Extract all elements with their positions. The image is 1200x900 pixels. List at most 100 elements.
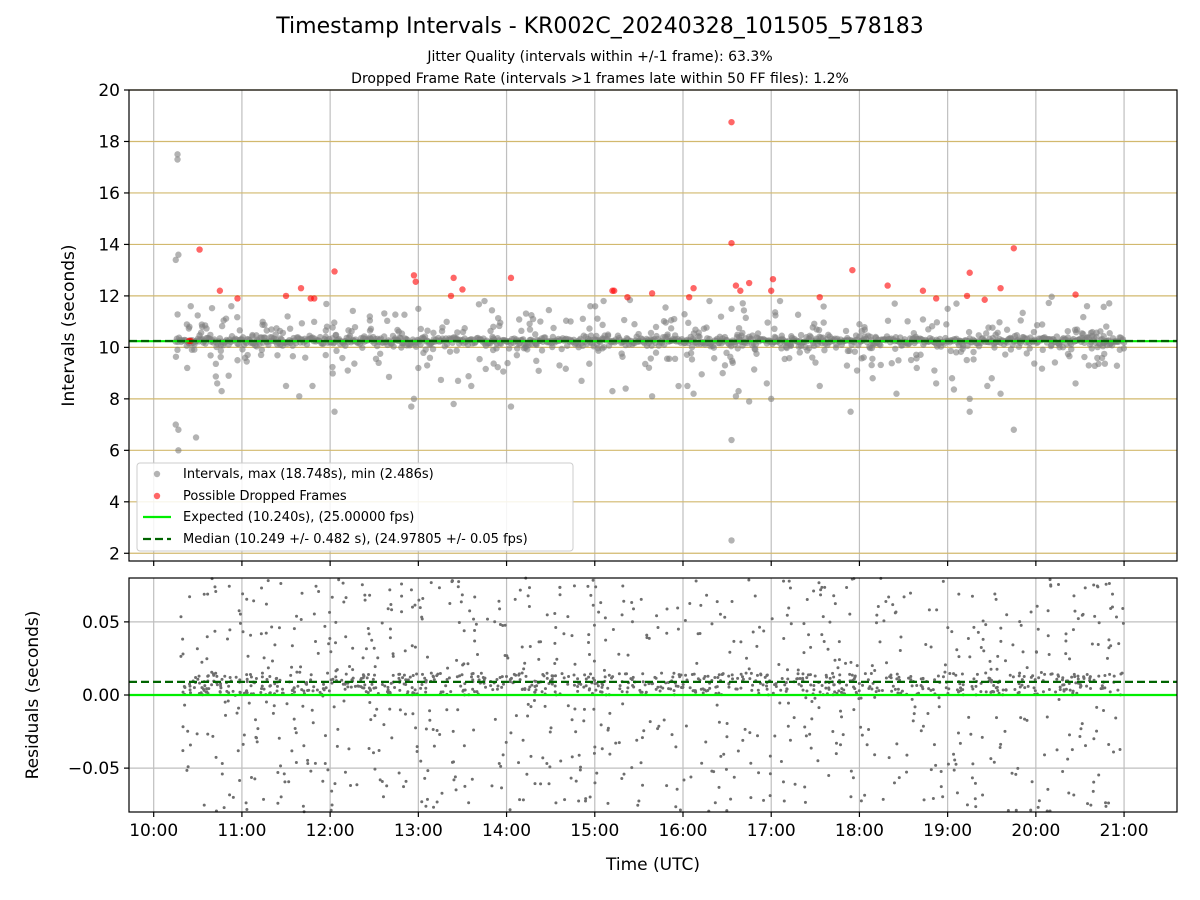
- residual-point: [185, 768, 189, 772]
- residual-point: [343, 770, 347, 774]
- residual-point: [528, 644, 532, 648]
- residual-point: [727, 674, 731, 678]
- residual-point: [719, 754, 723, 758]
- residual-point: [620, 690, 624, 694]
- residual-point: [910, 697, 914, 701]
- residual-point: [518, 588, 522, 592]
- residual-point: [245, 689, 249, 693]
- interval-point: [842, 327, 850, 335]
- residual-point: [614, 741, 618, 745]
- residual-point: [241, 630, 245, 634]
- residual-point: [981, 793, 985, 797]
- interval-point: [717, 313, 725, 320]
- interval-point: [500, 368, 507, 375]
- residual-point: [287, 780, 291, 784]
- residual-point: [859, 696, 863, 700]
- residual-point: [777, 663, 781, 667]
- residual-point: [809, 645, 813, 649]
- residual-point: [816, 759, 820, 763]
- residual-point: [501, 753, 505, 757]
- interval-point: [1030, 328, 1038, 336]
- residual-point: [460, 673, 464, 677]
- interval-point: [172, 353, 180, 360]
- interval-point: [728, 305, 735, 312]
- residual-point: [1104, 801, 1108, 805]
- residual-point: [256, 727, 260, 731]
- residual-point: [321, 779, 325, 783]
- top-y-tick-label: 20: [98, 81, 120, 101]
- residual-point: [672, 689, 676, 693]
- residual-point: [744, 671, 748, 675]
- residual-point: [317, 589, 321, 593]
- residual-point: [349, 783, 353, 787]
- residual-point: [1121, 606, 1125, 610]
- residual-point: [1048, 578, 1052, 582]
- interval-point: [381, 310, 388, 317]
- residual-point: [1061, 676, 1065, 680]
- interval-point: [950, 386, 958, 393]
- residual-point: [919, 683, 923, 687]
- interval-point: [884, 317, 892, 324]
- residual-point: [669, 687, 673, 691]
- residual-point: [315, 688, 319, 692]
- residual-point: [692, 672, 696, 676]
- interval-point: [276, 327, 284, 335]
- residual-point: [720, 673, 724, 677]
- residual-point: [617, 672, 621, 676]
- residual-point: [1076, 677, 1080, 681]
- interval-point: [186, 323, 193, 330]
- residual-point: [1013, 687, 1017, 691]
- interval-point: [282, 382, 290, 390]
- residual-point: [833, 690, 837, 694]
- interval-point: [172, 421, 179, 428]
- residual-point: [909, 675, 913, 679]
- residual-point: [420, 672, 424, 676]
- residual-point: [268, 684, 272, 688]
- residual-point: [393, 686, 397, 690]
- residual-point: [662, 718, 666, 722]
- interval-point: [175, 426, 182, 433]
- dropped-frame-point: [1072, 291, 1079, 298]
- residual-point: [334, 641, 338, 645]
- residual-point: [725, 809, 729, 813]
- residual-point: [783, 683, 787, 687]
- residual-point: [447, 676, 451, 680]
- interval-point: [997, 390, 1004, 397]
- residual-point: [778, 701, 782, 705]
- residual-point: [310, 708, 314, 712]
- residual-point: [833, 658, 837, 662]
- residual-point: [526, 702, 530, 706]
- residual-point: [413, 688, 417, 692]
- interval-point: [550, 324, 557, 332]
- residual-point: [363, 598, 367, 602]
- interval-point: [843, 362, 851, 369]
- interval-point: [667, 325, 675, 332]
- residual-point: [220, 761, 224, 765]
- residual-point: [897, 675, 901, 679]
- residual-point: [292, 717, 296, 721]
- residual-point: [1092, 737, 1096, 741]
- residual-point: [529, 754, 533, 758]
- interval-point: [647, 355, 654, 362]
- residual-point: [671, 675, 675, 679]
- interval-point: [415, 305, 422, 312]
- residual-point: [617, 741, 621, 745]
- residual-point: [501, 623, 505, 627]
- residual-point: [266, 579, 270, 583]
- interval-point: [513, 345, 521, 352]
- residual-point: [957, 655, 961, 659]
- interval-point: [184, 364, 191, 372]
- residual-point: [873, 695, 877, 699]
- interval-point: [225, 372, 232, 379]
- residual-point: [592, 623, 596, 627]
- interval-point: [913, 364, 920, 372]
- interval-point: [895, 357, 902, 364]
- interval-point: [1048, 293, 1055, 300]
- residual-point: [367, 632, 371, 636]
- interval-point: [966, 395, 973, 403]
- residual-point: [553, 662, 557, 666]
- residual-point: [1021, 650, 1025, 654]
- top-marks: [129, 118, 1177, 544]
- residual-point: [931, 688, 935, 692]
- residual-point: [456, 708, 460, 712]
